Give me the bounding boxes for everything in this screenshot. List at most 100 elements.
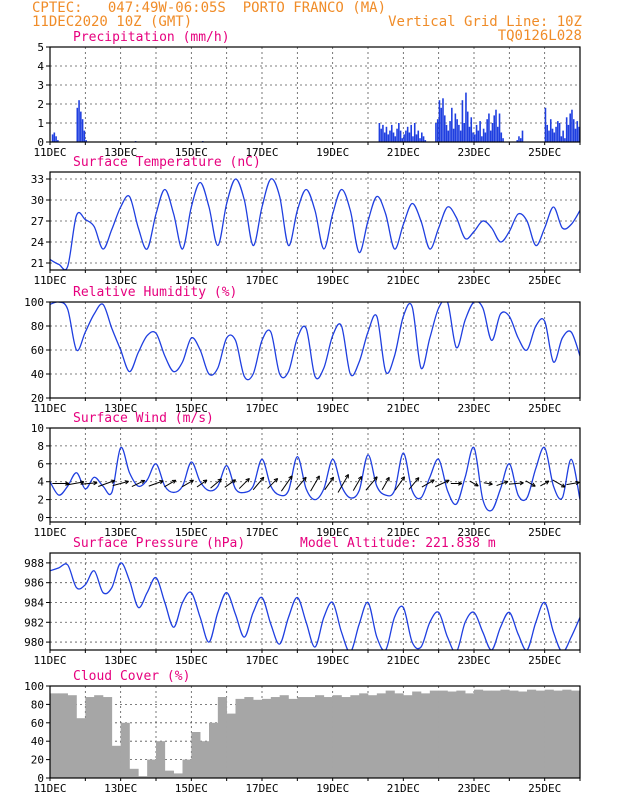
panel-pressure: 980 982 984 986 988 11DEC 13DEC 15DEC 17DEC 19DEC… [24,536,581,667]
precip-bar [419,138,421,142]
precip-bar [421,132,423,142]
y-tick-label: 33 [31,173,44,186]
wind-arrow [337,474,349,493]
wind-arrow-head [329,476,335,482]
cloud-bar [465,693,475,778]
wind-arrow-head [315,475,320,480]
precip-bar [452,128,455,142]
cloud-bar [156,741,166,778]
wind-arrow-shaft [540,480,550,487]
precip-bar [399,130,402,142]
x-tick-label: 25DEC [528,274,561,287]
x-tick-label: 15DEC [175,782,208,795]
precip-bar [396,128,398,142]
precip-bar [78,100,80,142]
precip-bar [412,136,414,142]
precip-bar [443,115,446,142]
wind-arrow-head [519,480,524,486]
precip-bar [489,130,492,142]
wind-arrow [131,479,146,487]
precip-bar [493,115,496,142]
precip-bar [53,132,56,142]
cloud-bar [509,690,519,778]
wind-arrow-shaft [295,476,307,491]
y-tick-label: 30 [31,194,44,207]
panel-title: Surface Temperature (nC) [73,155,261,170]
x-tick-label: 13DEC [104,146,137,159]
precip-bar [83,130,86,142]
precip-bar [486,119,488,142]
wind-arrow [469,480,479,487]
wind-arrow [98,479,116,487]
precip-bar [81,119,84,142]
wind-arrow-shaft [112,480,129,487]
wind-arrow [365,476,378,491]
wind-arrow-head [124,480,129,485]
precip-bar [555,126,557,142]
precip-bar [424,140,427,142]
wind-arrow-shaft [381,477,390,490]
x-tick-label: 23DEC [457,654,490,667]
precip-bar [382,124,384,142]
precip-bar [516,140,518,142]
x-tick-label: 13DEC [104,274,137,287]
cloud-bar [209,722,219,778]
precip-bar [565,117,568,142]
wind-arrow-shaft [324,476,334,491]
wind-arrow-head [474,482,479,487]
wind-arrow-shaft [148,480,164,487]
wind-arrow-head [93,480,98,486]
precip-bar [558,123,561,142]
precip-bar [468,126,471,142]
x-tick-label: 23DEC [457,274,490,287]
wind-arrow-head [531,482,536,487]
x-tick-label: 13DEC [104,526,137,539]
precip-bar [498,113,501,142]
precip-bar [491,123,494,142]
x-tick-label: 17DEC [245,782,278,795]
wind-arrow-head [488,481,493,486]
precip-bar [463,123,465,142]
wind-arrow [196,479,208,488]
x-tick-label: 11DEC [33,146,66,159]
plot-frame [49,46,581,143]
y-tick-label: 988 [24,557,44,570]
precip-bar [415,134,418,142]
precip-bar [408,132,411,142]
cloud-bar [447,691,457,778]
x-tick-label: 17DEC [245,654,278,667]
wind-arrow [252,476,265,491]
x-tick-label: 21DEC [387,526,420,539]
precip-bar [422,136,425,142]
wind-arrow-head [344,474,349,479]
wind-arrow [181,479,194,488]
y-tick-label: 100 [24,296,44,309]
y-tick-label: 60 [31,717,44,730]
y-tick-label: 984 [24,596,44,609]
x-tick-label: 11DEC [33,782,66,795]
cloud-bar [376,693,386,778]
wind-arrow-shaft [566,481,580,486]
cloud-bar [279,695,289,778]
precip-bar [51,134,54,142]
precip-bar [477,130,480,142]
y-tick-label: 21 [31,257,44,270]
wind-arrow [509,480,524,486]
cloud-bar [562,689,572,778]
wind-arrow-head [430,479,435,484]
y-tick-label: 1 [37,117,44,130]
cloud-bar [244,697,254,778]
precip-bar [571,109,573,142]
cloud-bar [527,689,537,778]
cloud-bar [182,759,192,778]
x-tick-label: 23DEC [457,402,490,415]
wind-arrow [280,475,293,492]
panel-title: Surface Wind (m/s) [73,411,214,426]
precip-bar [564,138,566,142]
wind-arrow-shaft [408,477,420,490]
y-tick-label: 2 [37,494,44,507]
cloud-bar [350,695,360,778]
precip-bar [488,113,490,142]
x-tick-label: 25DEC [528,654,561,667]
